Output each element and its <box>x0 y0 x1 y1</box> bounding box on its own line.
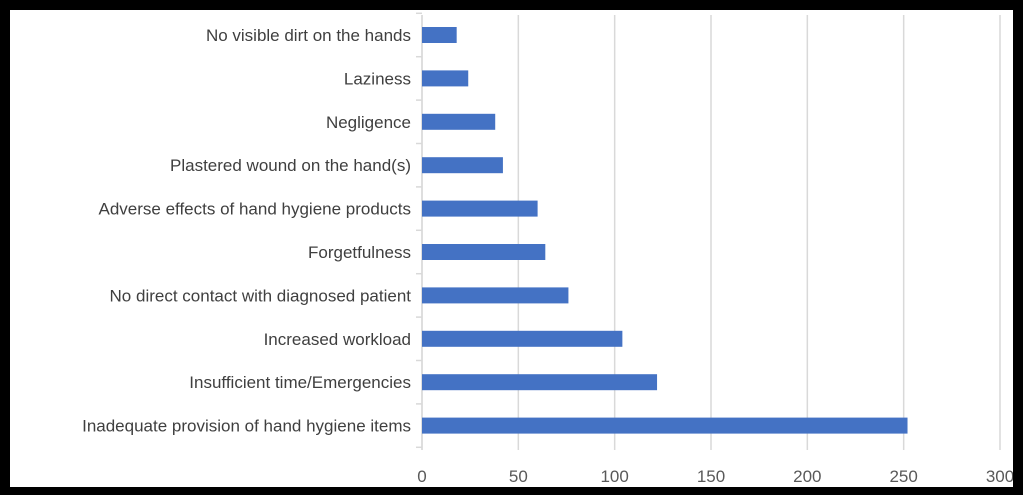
bar <box>422 330 623 347</box>
bar <box>422 287 569 304</box>
chart-frame: No visible dirt on the hands Laziness Negl… <box>10 10 1013 487</box>
bar <box>422 70 469 87</box>
category-label: Adverse effects of hand hygiene products <box>99 200 412 219</box>
category-label: Negligence <box>326 113 411 132</box>
horizontal-bar-chart: No visible dirt on the hands Laziness Negl… <box>82 12 1013 486</box>
bar <box>422 157 503 174</box>
gridlines <box>416 12 1001 450</box>
bar <box>422 374 658 391</box>
bar <box>422 27 457 43</box>
x-tick-label: 150 <box>697 467 725 486</box>
bar <box>422 417 908 434</box>
category-label: No direct contact with diagnosed patient <box>110 286 412 305</box>
category-label: Insufficient time/Emergencies <box>189 373 411 392</box>
x-tick-label: 0 <box>417 467 426 486</box>
bar <box>422 200 538 217</box>
category-label: Laziness <box>344 69 411 88</box>
category-label: Forgetfulness <box>308 243 411 262</box>
bars <box>422 27 908 434</box>
x-tick-labels: 0 50 100 150 200 250 300 <box>417 467 1013 486</box>
bar <box>422 244 546 260</box>
category-label: No visible dirt on the hands <box>206 26 411 45</box>
category-label: Inadequate provision of hand hygiene ite… <box>82 417 411 436</box>
category-label: Plastered wound on the hand(s) <box>170 156 411 175</box>
x-tick-label: 250 <box>889 467 917 486</box>
bar <box>422 113 496 130</box>
x-tick-label: 200 <box>793 467 821 486</box>
category-labels: No visible dirt on the hands Laziness Negl… <box>82 26 411 436</box>
category-label: Increased workload <box>264 330 411 349</box>
x-tick-label: 300 <box>986 467 1013 486</box>
x-tick-label: 50 <box>509 467 528 486</box>
x-tick-label: 100 <box>600 467 628 486</box>
